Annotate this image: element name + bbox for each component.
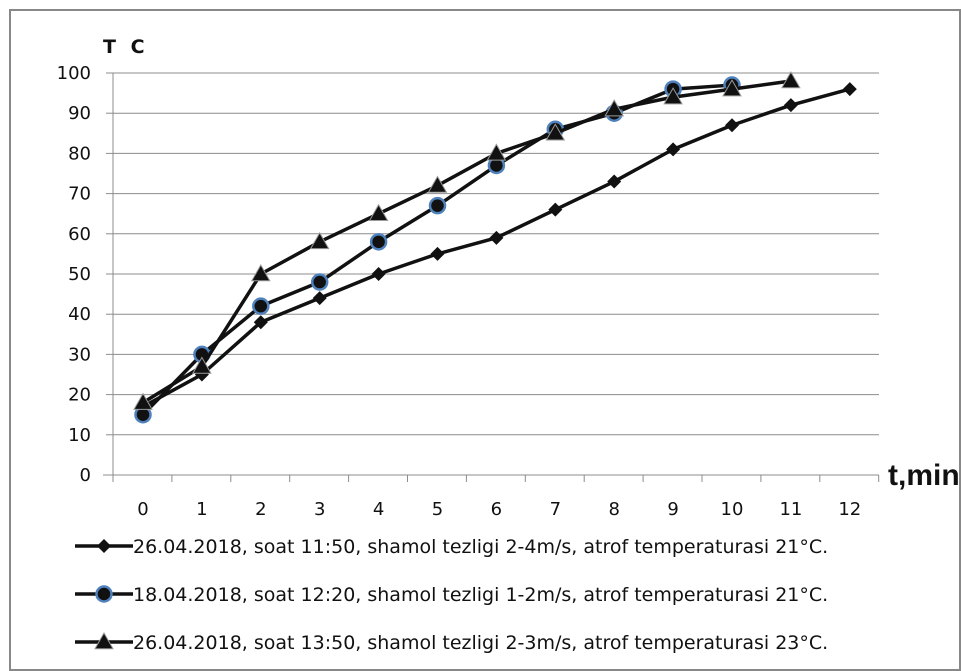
chart-border xyxy=(9,9,961,671)
series-line xyxy=(142,79,792,405)
data-point-diamond xyxy=(312,291,327,306)
x-tick-label: 3 xyxy=(314,499,325,520)
x-tick-label: 12 xyxy=(838,499,861,520)
y-tick-label: 70 xyxy=(68,184,91,205)
data-point-diamond xyxy=(489,230,504,245)
y-tick-label: 90 xyxy=(68,103,91,124)
x-tick-label: 0 xyxy=(137,499,148,520)
data-point-triangle xyxy=(545,123,566,141)
y-tick-label: 30 xyxy=(68,344,91,365)
data-point-triangle xyxy=(663,87,683,105)
data-point-circle xyxy=(310,273,329,291)
y-tick-label: 100 xyxy=(57,63,91,84)
y-axis-label: T C xyxy=(103,36,149,58)
y-tick-label: 0 xyxy=(80,465,91,486)
x-tick-label: 4 xyxy=(373,499,384,520)
x-tick-label: 10 xyxy=(721,499,744,520)
x-tick-label: 1 xyxy=(196,499,207,520)
data-point-circle xyxy=(95,585,113,603)
legend-label: 26.04.2018, soat 11:50, shamol tezligi 2… xyxy=(133,536,828,558)
x-tick-label: 8 xyxy=(608,499,619,520)
data-point-diamond xyxy=(783,98,798,113)
data-point-diamond xyxy=(725,118,739,133)
data-point-diamond xyxy=(607,174,622,189)
series-3 xyxy=(133,71,801,410)
axes xyxy=(103,72,880,482)
data-point-triangle xyxy=(781,71,801,89)
legend-item-3: 26.04.2018, soat 13:50, shamol tezligi 2… xyxy=(75,631,828,654)
y-tick-labels: 0 10 20 30 40 50 60 70 80 90 100 xyxy=(57,63,91,486)
data-point-circle xyxy=(252,297,270,315)
legend-label: 26.04.2018, soat 13:50, shamol tezligi 2… xyxy=(133,632,828,654)
x-tick-label: 5 xyxy=(432,499,443,520)
data-point-circle xyxy=(428,196,447,215)
data-point-diamond xyxy=(253,315,268,330)
series-1 xyxy=(136,82,857,414)
data-point-triangle xyxy=(309,231,330,250)
legend-item-1: 26.04.2018, soat 11:50, shamol tezligi 2… xyxy=(75,536,828,558)
data-point-triangle xyxy=(250,263,271,282)
data-point-diamond xyxy=(842,82,857,97)
data-point-triangle xyxy=(486,143,507,161)
x-tick-label: 11 xyxy=(779,499,802,520)
x-tick-label: 9 xyxy=(667,499,678,520)
data-point-diamond xyxy=(371,267,386,281)
data-point-triangle xyxy=(94,631,114,650)
data-point-diamond xyxy=(666,142,681,157)
y-tick-label: 60 xyxy=(68,224,91,245)
data-point-diamond xyxy=(430,246,445,261)
data-point-triangle xyxy=(427,175,448,193)
y-tick-label: 10 xyxy=(68,425,91,446)
y-tick-label: 40 xyxy=(68,304,91,325)
legend: 26.04.2018, soat 11:50, shamol tezligi 2… xyxy=(75,536,828,654)
legend-label: 18.04.2018, soat 12:20, shamol tezligi 1… xyxy=(133,584,828,606)
data-point-triangle xyxy=(604,99,625,117)
x-tick-label: 2 xyxy=(255,499,266,520)
y-tick-label: 20 xyxy=(68,385,91,406)
data-point-diamond xyxy=(548,202,563,217)
x-tick-label: 7 xyxy=(550,499,561,520)
series-group xyxy=(133,71,857,424)
y-tick-label: 50 xyxy=(68,264,91,285)
x-tick-label: 6 xyxy=(491,499,502,520)
x-tick-labels: 0 1 2 3 4 5 6 7 8 9 10 11 12 xyxy=(137,499,861,520)
data-point-triangle xyxy=(133,392,153,410)
x-axis-label: t,min xyxy=(888,459,960,492)
data-point-triangle xyxy=(368,203,389,221)
data-point-diamond xyxy=(97,539,111,553)
data-point-triangle xyxy=(722,79,742,97)
y-tick-label: 80 xyxy=(68,143,91,164)
data-point-circle xyxy=(369,233,388,251)
data-point-triangle xyxy=(192,356,212,374)
legend-item-2: 18.04.2018, soat 12:20, shamol tezligi 1… xyxy=(75,584,828,606)
